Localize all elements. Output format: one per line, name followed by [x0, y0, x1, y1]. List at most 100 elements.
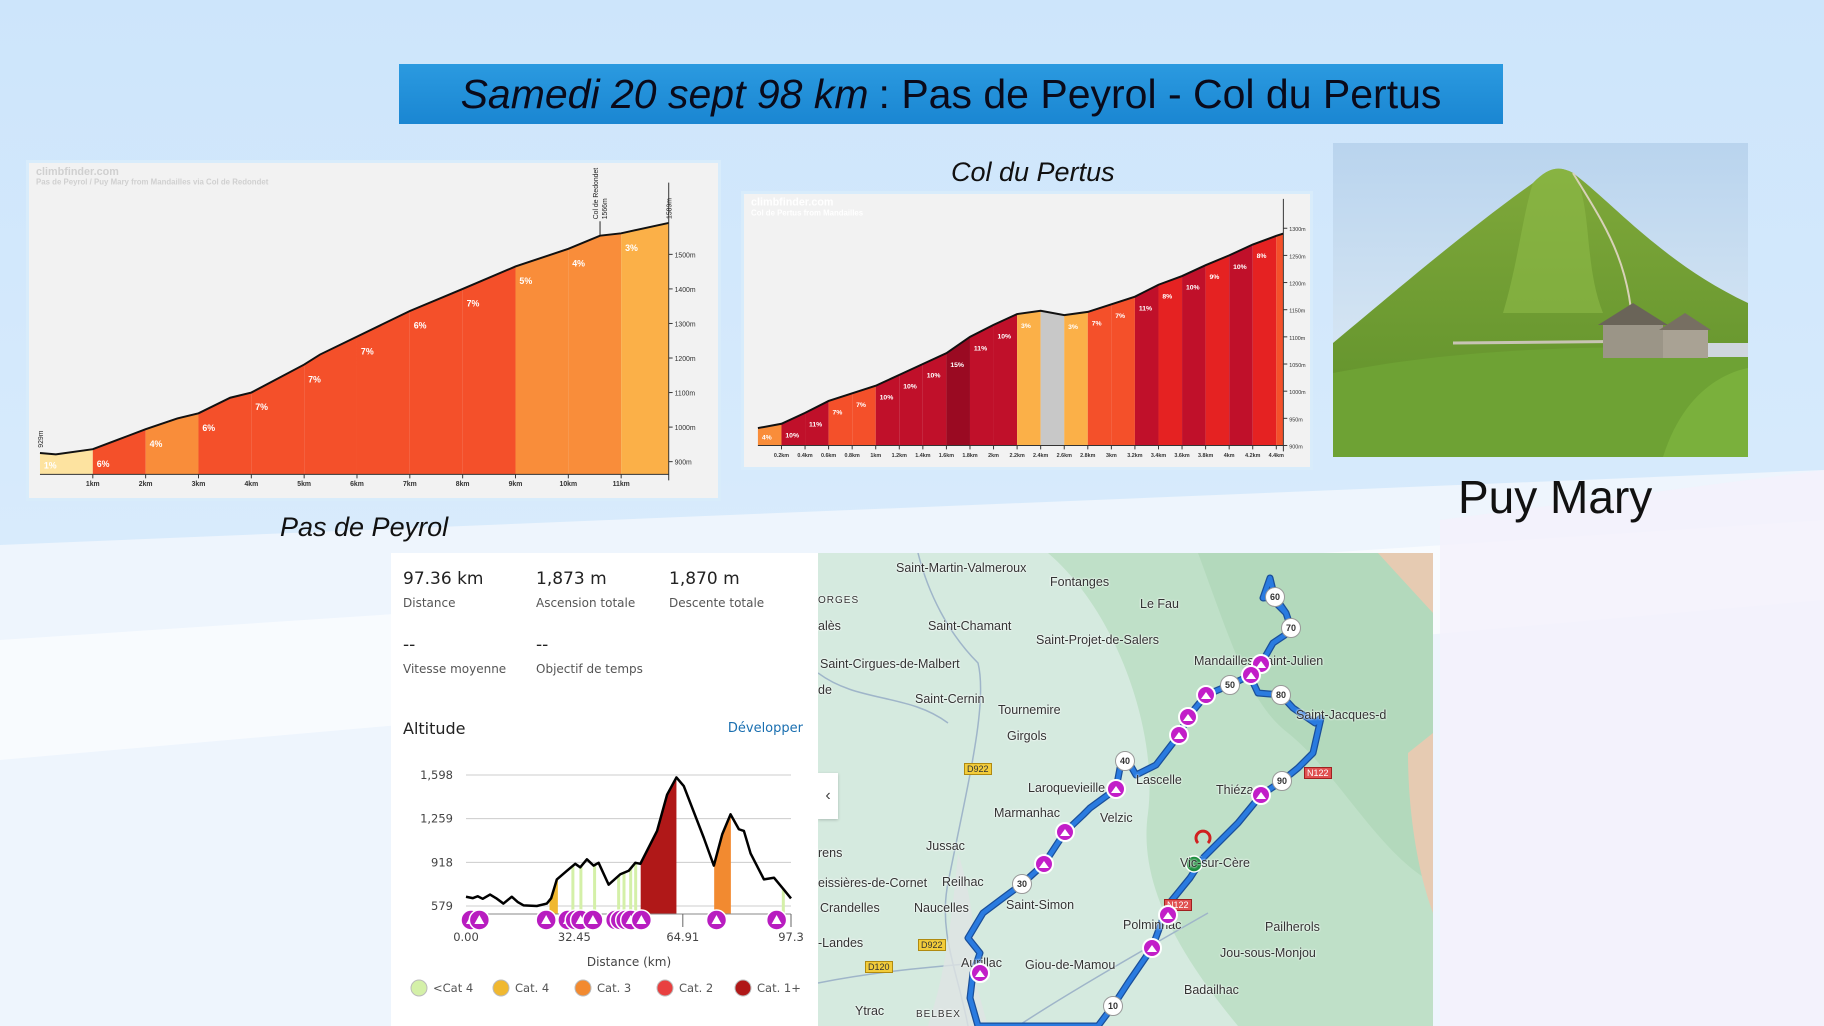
- x-tick-label: 3.6km: [1174, 453, 1189, 459]
- x-tick-label: 4km: [1224, 453, 1235, 459]
- climb-marker-icon[interactable]: [1034, 854, 1054, 874]
- gradient-segment: [1134, 284, 1159, 446]
- map-place-label: rens: [818, 846, 843, 860]
- y-tick-label: 1150m: [1289, 309, 1306, 315]
- gradient-label: 7%: [1092, 321, 1102, 328]
- climb-marker-icon[interactable]: [1241, 665, 1261, 685]
- time-goal-value: --: [536, 635, 549, 655]
- x-tick-label: 3km: [1106, 453, 1117, 459]
- map-place-label: -Landes: [818, 936, 864, 950]
- climb-area: [640, 777, 677, 914]
- map-place-label: Saint-Projet-de-Salers: [1036, 633, 1159, 647]
- km-marker: 90: [1272, 771, 1292, 791]
- gradient-label: 6%: [97, 459, 110, 469]
- gradient-label: 11%: [809, 422, 822, 429]
- distance-value: 97.36 km: [403, 569, 484, 589]
- gradient-segment: [1040, 310, 1065, 446]
- mountain-icon: [587, 915, 598, 924]
- x-tick-label: 64.91: [666, 930, 699, 944]
- legend-label: Cat. 2: [679, 981, 713, 995]
- y-tick-label: 1300m: [1289, 227, 1306, 233]
- finish-marker: [1194, 829, 1212, 845]
- road-badge: D922: [964, 763, 992, 775]
- climb-marker-icon[interactable]: [1142, 938, 1162, 958]
- map-place-label: Velzic: [1100, 811, 1133, 825]
- gradient-label: 7%: [856, 402, 866, 409]
- x-tick-label: 2km: [139, 481, 153, 488]
- climb-area: [714, 814, 731, 914]
- x-tick-label: 2km: [988, 453, 999, 459]
- ascent-label: Ascension totale: [536, 596, 636, 610]
- y-tick-label: 579: [431, 899, 453, 913]
- climb-marker-icon[interactable]: [1196, 685, 1216, 705]
- gradient-label: 7%: [467, 299, 480, 309]
- gradient-segment: [757, 423, 782, 446]
- climb-marker-icon[interactable]: [1106, 779, 1126, 799]
- gradient-segment: [1182, 265, 1206, 446]
- stat-descent: 1,870 m Descente totale: [669, 569, 764, 610]
- x-tick-label: 1.6km: [939, 453, 954, 459]
- mountain-icon: [636, 915, 647, 924]
- expand-link[interactable]: Développer: [727, 721, 803, 736]
- gradient-segment: [805, 400, 829, 446]
- map-place-label: Thiézac: [1216, 783, 1260, 797]
- y-tick-label: 1400m: [675, 287, 696, 294]
- gradient-segment: [568, 233, 622, 475]
- x-tick-label: 1km: [86, 481, 100, 488]
- climb-marker-icon[interactable]: [1251, 785, 1271, 805]
- y-tick-label: 1100m: [675, 391, 696, 398]
- mountain-icon: [771, 915, 782, 924]
- chart-subtitle: Col de Pertus from Mandailles: [751, 209, 864, 218]
- map-place-label: Ytrac: [855, 1004, 885, 1018]
- x-tick-label: 9km: [509, 481, 523, 488]
- map-place-label: Le Fau: [1140, 597, 1179, 611]
- distance-label: Distance: [403, 596, 456, 610]
- y-tick-label: 1250m: [1289, 254, 1306, 260]
- y-tick-label: 1,259: [420, 812, 453, 826]
- climb-marker-icon[interactable]: [1158, 905, 1178, 925]
- collapse-panel-button[interactable]: ‹: [818, 773, 838, 819]
- end-elevation-label: 1589m: [667, 198, 674, 219]
- puy-mary-photo: [1333, 143, 1748, 457]
- x-axis-title: Distance (km): [587, 955, 671, 969]
- gradient-segment: [875, 374, 900, 446]
- climb-marker-icon[interactable]: [970, 963, 990, 983]
- gradient-segment: [1205, 255, 1230, 446]
- gradient-label: 11%: [1139, 305, 1152, 312]
- climb-marker-icon[interactable]: [1178, 707, 1198, 727]
- title-date: Samedi 20 sept 98 km: [460, 70, 869, 117]
- x-tick-label: 7km: [403, 481, 417, 488]
- profile-line: [39, 221, 669, 456]
- gradient-label: 8%: [1257, 253, 1267, 260]
- ascent-value: 1,873 m: [536, 569, 607, 589]
- climb-marker-icon[interactable]: [1169, 725, 1189, 745]
- gradient-label: 10%: [785, 432, 799, 439]
- y-tick-label: 1050m: [1289, 363, 1306, 369]
- profile-line: [757, 232, 1284, 430]
- stat-ascent: 1,873 m Ascension totale: [536, 569, 635, 610]
- km-marker: 60: [1265, 587, 1285, 607]
- map-place-label: Reilhac: [942, 875, 984, 889]
- gradient-segment: [145, 413, 199, 475]
- route-map[interactable]: ‹ Saint-Martin-Valmeroux Fontanges ORGES Le…: [818, 553, 1433, 1026]
- map-place-label: ORGES: [818, 595, 860, 606]
- gradient-segment: [946, 336, 970, 446]
- gradient-label: 10%: [1186, 285, 1200, 292]
- gradient-label: 8%: [1162, 293, 1172, 300]
- x-tick-label: 11km: [613, 481, 630, 488]
- x-tick-label: 0.00: [453, 930, 479, 944]
- road-badge: N122: [1304, 767, 1332, 779]
- gradient-label: 4%: [150, 439, 163, 449]
- x-tick-label: 6km: [350, 481, 364, 488]
- climb-marker-icon[interactable]: [1055, 822, 1075, 842]
- descent-value: 1,870 m: [669, 569, 740, 589]
- x-tick-label: 8km: [456, 481, 470, 488]
- gradient-segment: [356, 311, 410, 475]
- map-place-label: Saint-Jacques-d: [1296, 708, 1387, 722]
- map-place-label: eissières-de-Cornet: [818, 876, 928, 890]
- mountain-icon: [541, 915, 552, 924]
- gradient-segment: [899, 364, 923, 446]
- map-place-label: BELBEX: [916, 1009, 961, 1020]
- map-place-label: Saint-Cernin: [915, 692, 985, 706]
